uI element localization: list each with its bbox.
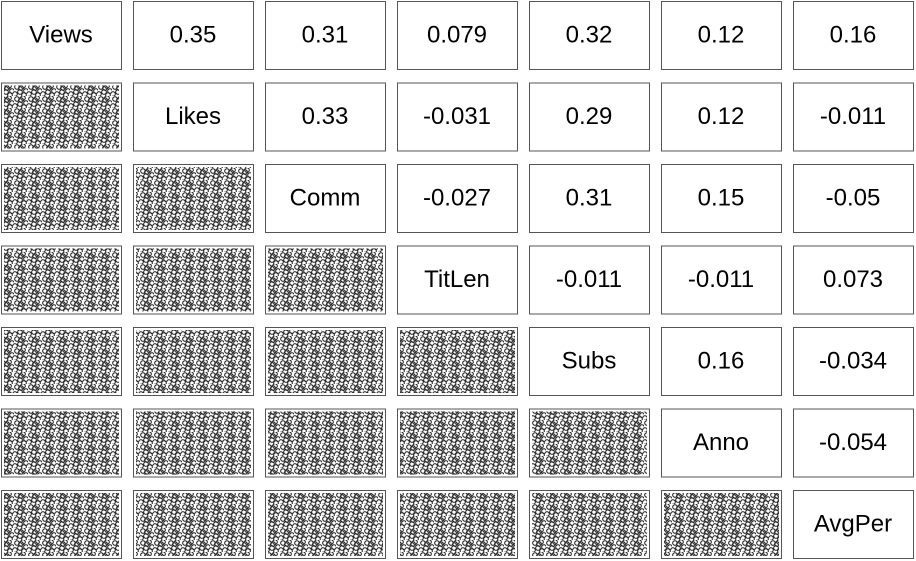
correlation-label: 0.31 [566, 184, 613, 211]
scatter-texture [4, 411, 119, 475]
panel [397, 82, 518, 152]
correlation-label: -0.031 [423, 103, 491, 130]
panel [793, 327, 914, 396]
correlation-label: -0.011 [556, 266, 622, 293]
scatter-texture [268, 330, 383, 393]
panel [1, 1, 122, 70]
variable-label: Subs [562, 347, 617, 374]
panel [793, 82, 914, 152]
scatter-texture [4, 248, 119, 312]
scatter-texture [400, 411, 515, 475]
panel [397, 1, 518, 70]
panel [397, 245, 518, 315]
panel [265, 82, 386, 152]
correlation-label: 0.35 [170, 21, 217, 48]
panel [397, 164, 518, 233]
correlation-label: 0.079 [427, 21, 487, 48]
panel [793, 164, 914, 233]
panel [529, 82, 650, 152]
correlation-label: 0.16 [830, 21, 877, 48]
correlation-label: -0.027 [423, 184, 491, 211]
correlation-label: 0.16 [698, 347, 745, 374]
panel [265, 164, 386, 233]
scatter-texture [268, 493, 383, 556]
panel [661, 82, 782, 152]
panel [793, 245, 914, 315]
correlation-label: 0.29 [566, 103, 613, 130]
scatter-texture [136, 248, 251, 312]
scatter-texture [136, 493, 251, 556]
variable-label: Views [29, 21, 93, 48]
scatter-texture [400, 330, 515, 393]
correlation-label: -0.034 [819, 347, 887, 374]
scatter-texture [400, 493, 515, 556]
panel [661, 408, 782, 478]
panel [529, 164, 650, 233]
correlation-label: 0.32 [566, 21, 613, 48]
correlation-label: -0.011 [688, 266, 754, 293]
correlation-label: 0.15 [698, 184, 745, 211]
scatter-texture [136, 411, 251, 475]
correlation-label: 0.073 [823, 266, 883, 293]
panel [793, 1, 914, 70]
panel [529, 327, 650, 396]
scatter-texture [532, 411, 647, 475]
panel [529, 1, 650, 70]
correlation-label: -0.05 [826, 184, 881, 211]
panel [265, 1, 386, 70]
correlation-label: -0.054 [819, 429, 887, 456]
panel [661, 245, 782, 315]
variable-label: Anno [693, 429, 749, 456]
panel [133, 1, 254, 70]
panel [661, 164, 782, 233]
variable-label: TitLen [424, 266, 490, 293]
panel [529, 245, 650, 315]
panel [793, 408, 914, 478]
scatter-texture [268, 411, 383, 475]
variable-label: Comm [290, 184, 361, 211]
correlation-label: -0.011 [820, 103, 886, 130]
panel [793, 490, 914, 559]
correlation-label: 0.12 [698, 103, 745, 130]
scatter-texture [664, 493, 779, 556]
panel [661, 1, 782, 70]
correlation-label: 0.33 [302, 103, 349, 130]
scatter-texture [4, 85, 119, 149]
scatter-texture [136, 167, 251, 230]
panel [133, 82, 254, 152]
variable-label: Likes [165, 103, 221, 130]
correlation-label: 0.31 [302, 21, 349, 48]
scatter-texture [4, 167, 119, 230]
variable-label: AvgPer [814, 510, 892, 537]
scatter-texture [268, 248, 383, 312]
correlation-label: 0.12 [698, 21, 745, 48]
scatter-texture [532, 493, 647, 556]
scatter-texture [4, 330, 119, 393]
scatter-texture [4, 493, 119, 556]
scatter-texture [136, 330, 251, 393]
panel [661, 327, 782, 396]
